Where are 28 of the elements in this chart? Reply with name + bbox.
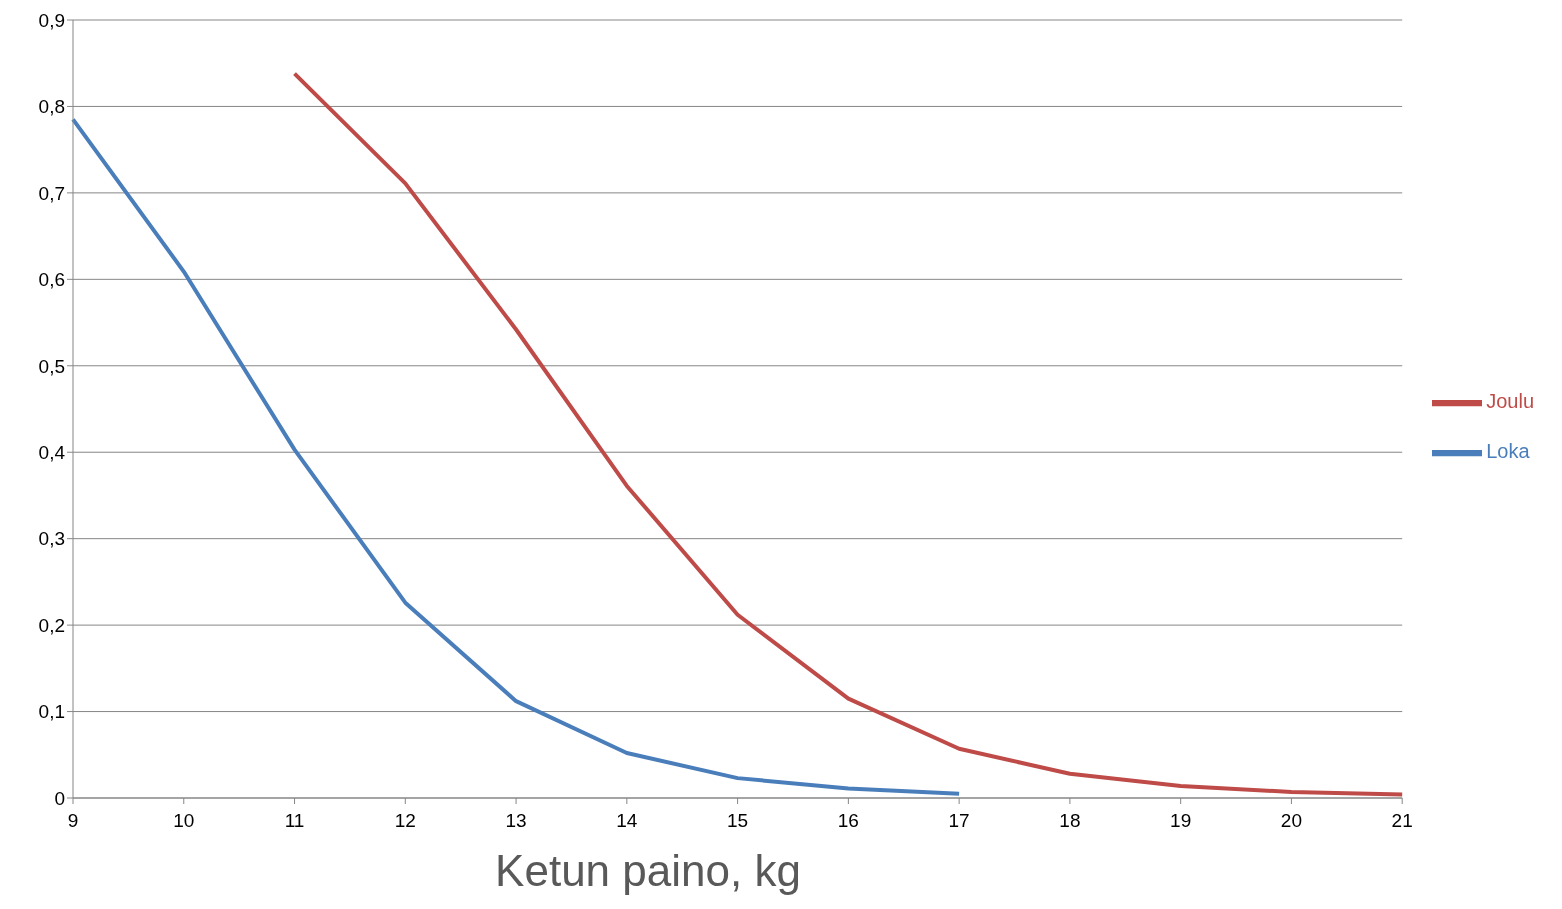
y-tick-label: 0,3 (38, 528, 65, 550)
y-tick-label: 0,6 (38, 269, 65, 291)
x-tick-label: 20 (1280, 810, 1302, 832)
y-tick-label: 0,5 (38, 355, 65, 377)
x-tick-label: 9 (67, 810, 79, 832)
y-tick-label: 0,7 (38, 182, 65, 204)
x-tick-label: 10 (173, 810, 195, 832)
x-tick-label: 19 (1170, 810, 1192, 832)
line-series (292, 71, 1405, 797)
x-tick-label: 12 (394, 810, 416, 832)
x-tick-label: 16 (837, 810, 859, 832)
line-series (71, 117, 962, 796)
x-tick-label: 14 (616, 810, 638, 832)
x-tick-label: 13 (505, 810, 527, 832)
y-tick-label: 0,2 (38, 614, 65, 636)
x-tick-label: 18 (1059, 810, 1081, 832)
x-tick-label: 21 (1391, 810, 1413, 832)
x-tick-label: 11 (284, 810, 305, 832)
legend-label: Joulu (1486, 390, 1534, 413)
x-tick-label: 17 (948, 810, 970, 832)
y-tick-label: 0,9 (38, 9, 65, 31)
x-tick-label: 15 (727, 810, 749, 832)
x-axis-title: Ketun paino, kg (494, 846, 802, 896)
y-tick-label: 0 (54, 787, 65, 809)
y-tick-label: 0,4 (38, 441, 66, 463)
y-tick-label: 0,8 (38, 96, 65, 118)
y-tick-label: 0,1 (38, 701, 65, 723)
legend-label: Loka (1486, 440, 1530, 463)
